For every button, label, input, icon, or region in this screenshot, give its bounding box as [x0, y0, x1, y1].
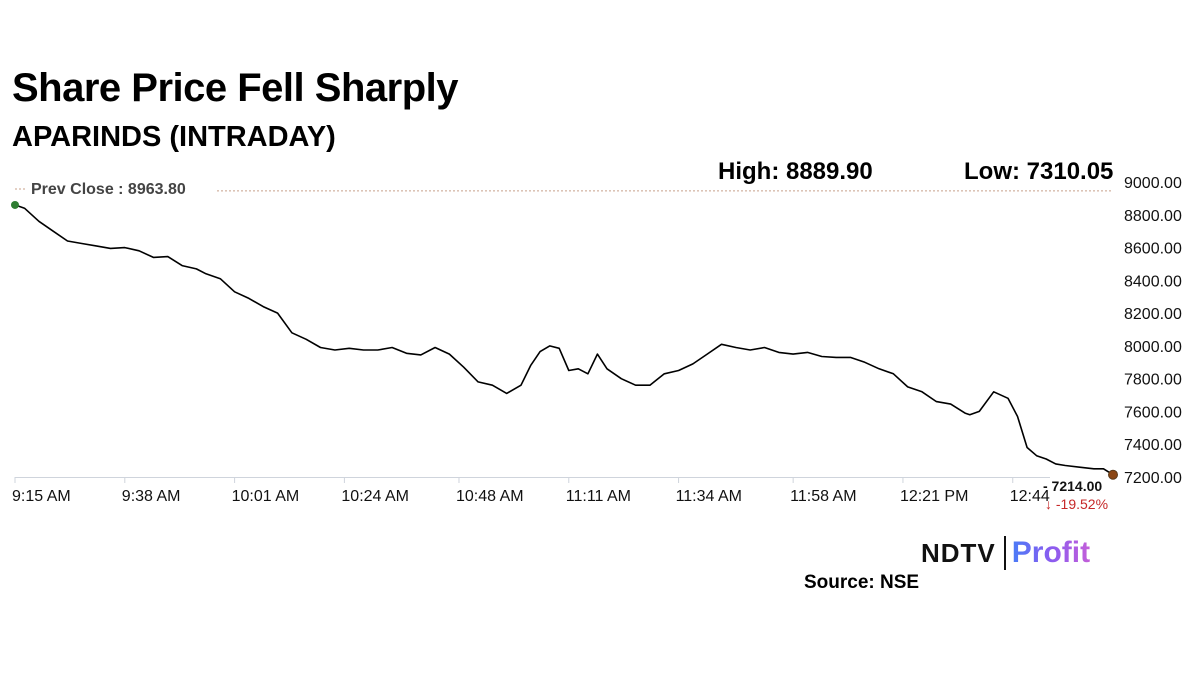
y-tick-label: 8000.00 — [1124, 339, 1182, 356]
source-note: Source: NSE — [804, 572, 920, 593]
high-value: High: 8889.90 — [718, 158, 873, 185]
y-tick-label: 8600.00 — [1124, 241, 1182, 258]
x-tick-label: 12:21 PM — [900, 488, 968, 505]
y-tick-label: 8400.00 — [1124, 273, 1182, 290]
x-tick-label: 11:34 AM — [676, 488, 742, 505]
logo-divider — [1003, 536, 1006, 570]
last-price-label: - 7214.00 — [1043, 478, 1102, 494]
x-tick-label: 10:24 AM — [341, 488, 409, 505]
x-axis: 9:15 AM 9:38 AM 10:01 AM 10:24 AM 10:48 AM 11… — [12, 477, 1050, 505]
prev-close-line-group — [15, 188, 1113, 192]
x-tick-label: 10:01 AM — [232, 488, 300, 505]
chart-subtitle: APARINDS (INTRADAY) — [12, 121, 336, 153]
x-tick-label: 10:48 AM — [456, 488, 524, 505]
change-label: ↓ -19.52% — [1045, 496, 1108, 512]
low-value: Low: 7310.05 — [964, 158, 1114, 185]
chart-title: Share Price Fell Sharply — [12, 66, 459, 110]
x-tick-label: 9:38 AM — [122, 488, 181, 505]
ndtv-profit-logo: NDTV Profit — [921, 533, 1090, 573]
x-tick-label: 12:44 — [1010, 488, 1050, 505]
y-tick-label: 8800.00 — [1124, 208, 1182, 225]
logo-profit: Profit — [1011, 536, 1091, 569]
price-line — [14, 204, 1114, 476]
end-marker — [1108, 469, 1118, 480]
y-tick-label: 7400.00 — [1124, 437, 1182, 454]
y-tick-label: 7200.00 — [1124, 470, 1182, 487]
x-tick-label: 9:15 AM — [12, 488, 71, 505]
start-marker — [11, 200, 19, 209]
y-tick-label: 7800.00 — [1124, 372, 1182, 389]
y-tick-label: 8200.00 — [1124, 306, 1182, 323]
prev-close-label: Prev Close : 8963.80 — [31, 181, 186, 198]
y-tick-label: 7600.00 — [1124, 404, 1182, 421]
y-tick-label: 9000.00 — [1124, 175, 1182, 192]
y-axis: 9000.00 8800.00 8600.00 8400.00 8200.00 8000.… — [1124, 175, 1182, 487]
x-tick-label: 11:58 AM — [790, 488, 856, 505]
logo-ndtv: NDTV — [921, 537, 996, 568]
x-tick-label: 11:11 AM — [566, 488, 631, 505]
